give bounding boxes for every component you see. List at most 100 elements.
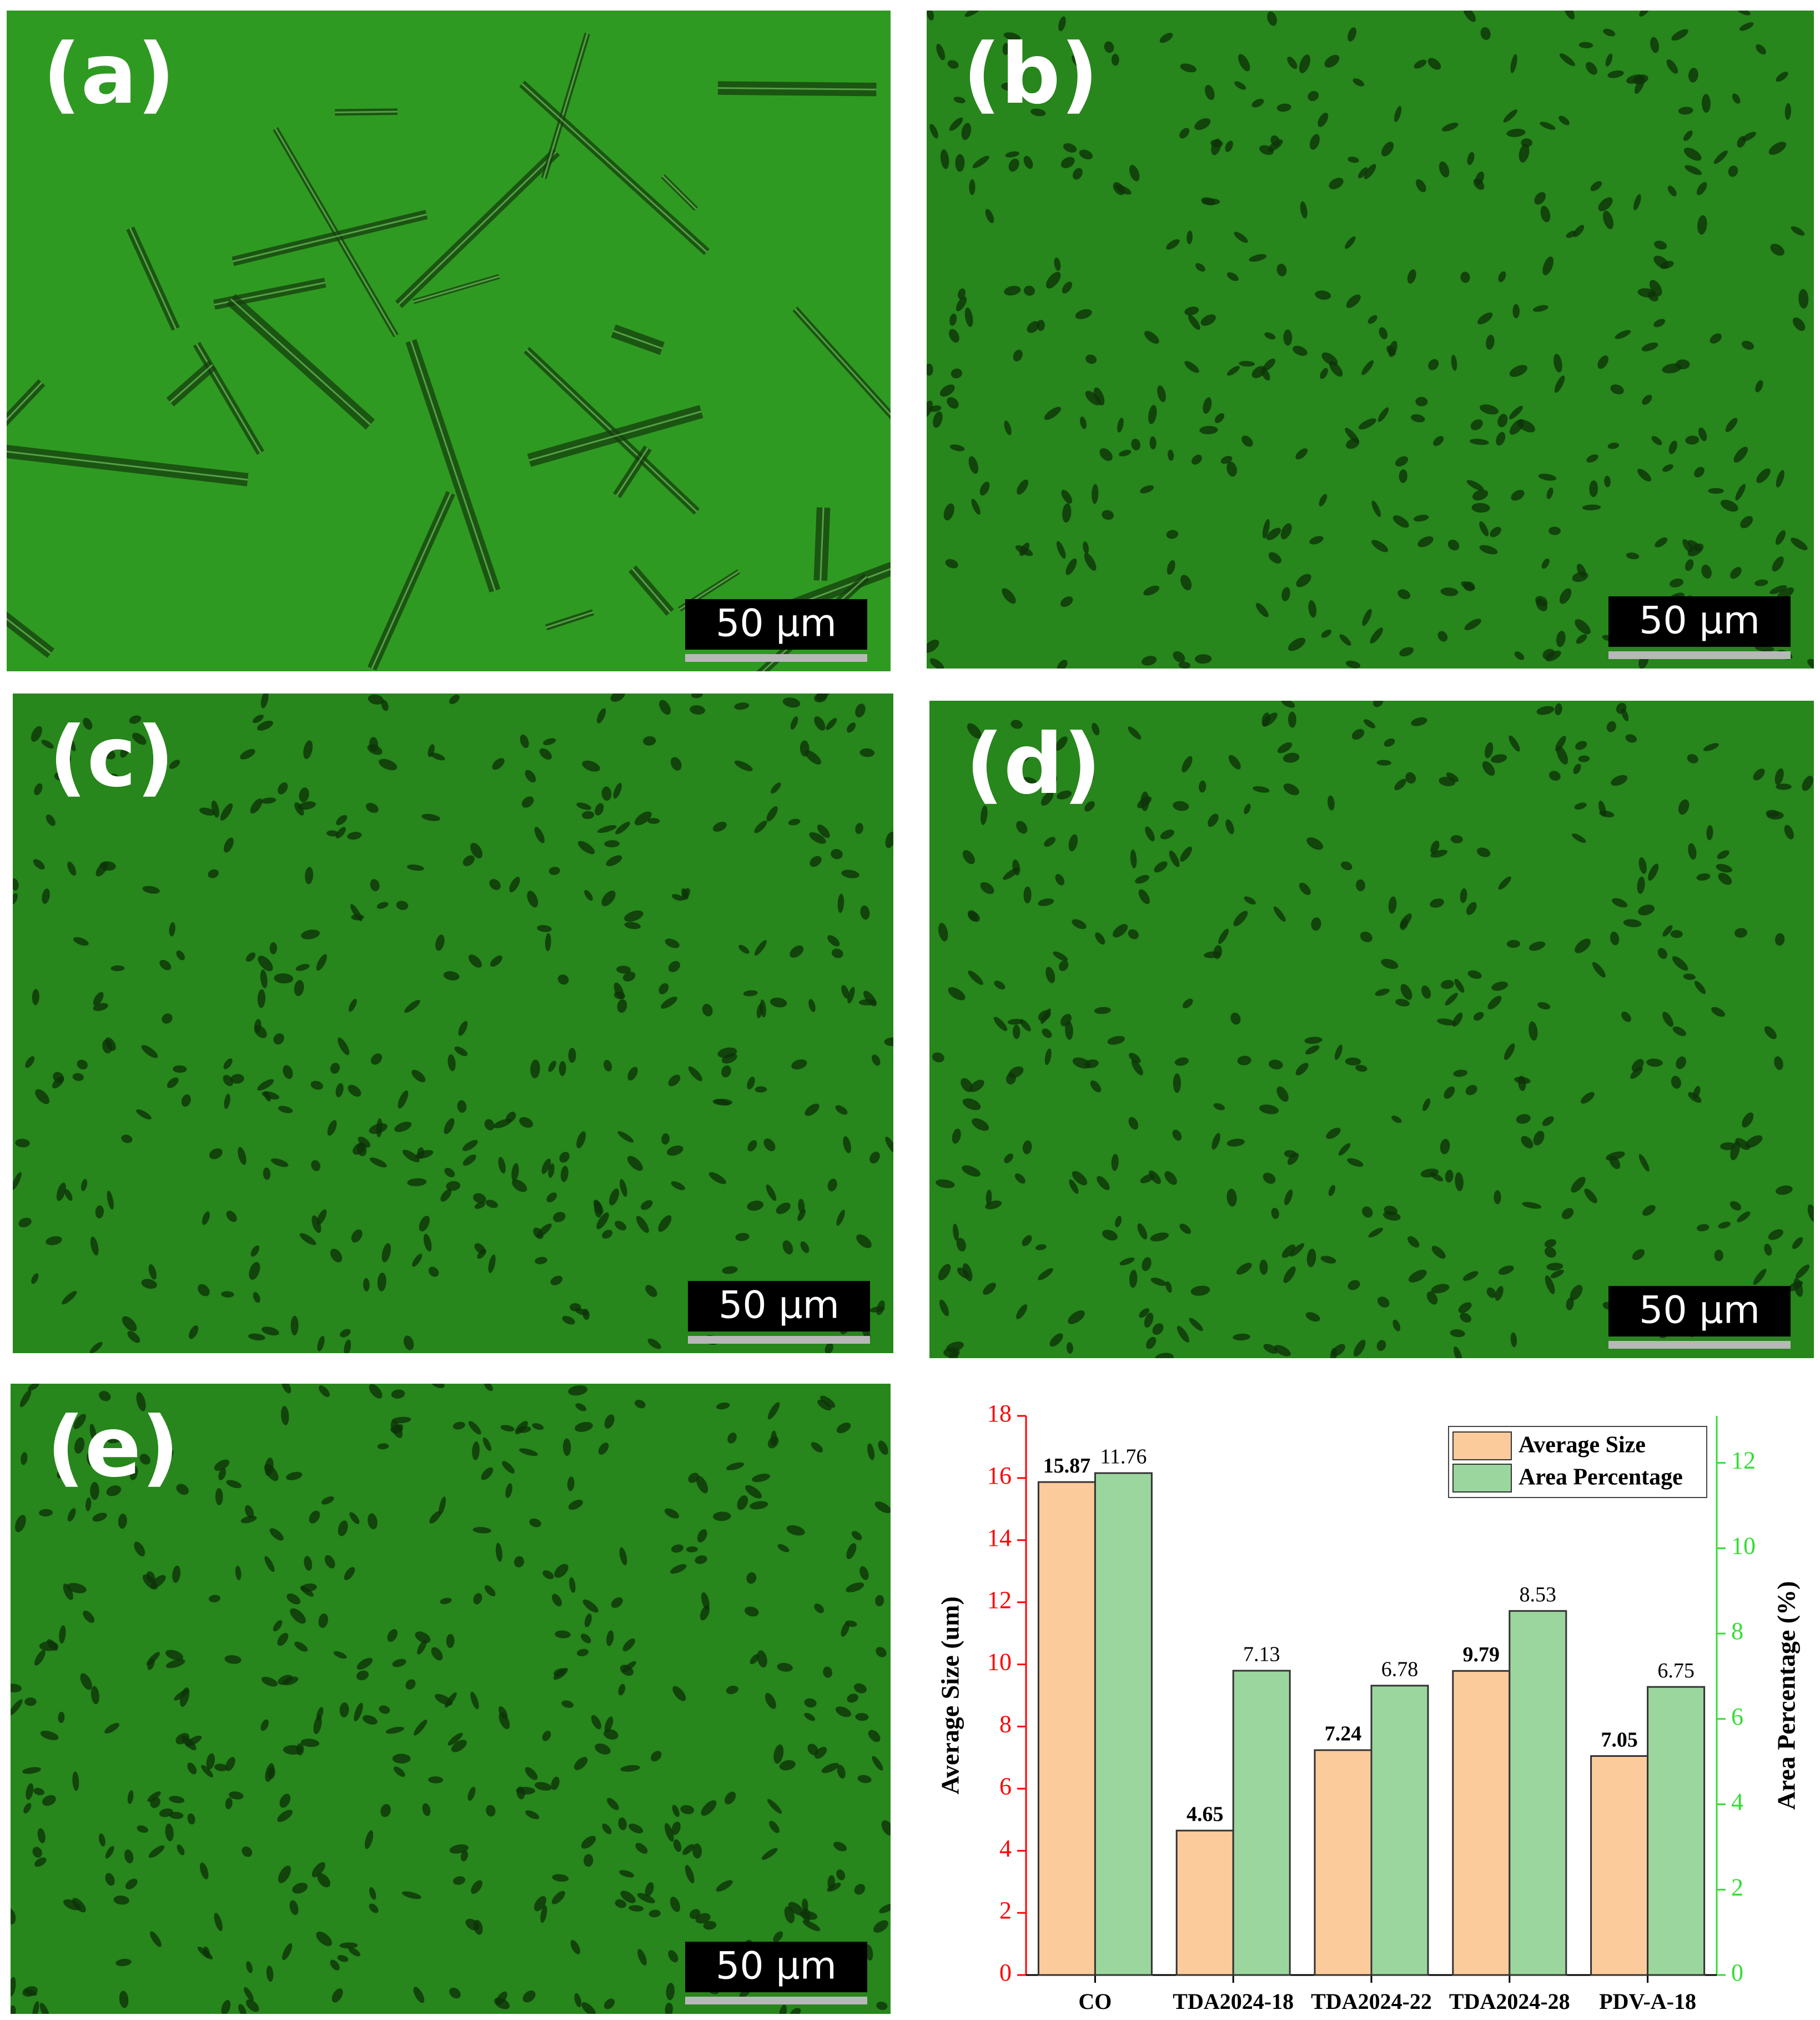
particle [220,803,233,821]
particle [1637,876,1645,894]
particle [1491,981,1508,991]
particle [1678,799,1690,815]
particle [1386,345,1396,356]
particle [955,154,965,172]
particle [344,1339,351,1353]
particle [1510,54,1517,73]
particle [1555,703,1562,716]
particle [1311,917,1321,931]
particle [1768,142,1787,155]
particle [229,1791,244,1800]
particle [767,1799,782,1814]
particle [417,1147,424,1159]
particle [1638,905,1655,916]
particle [773,1931,783,1942]
particle [1534,192,1546,205]
particle [105,1846,114,1859]
particle [1633,194,1641,210]
particle [981,805,988,825]
particle [335,1083,344,1098]
particle [1571,1177,1586,1193]
particle [697,1529,707,1542]
particle [1251,98,1264,108]
particle [250,1245,259,1257]
particle [863,991,877,1007]
particle [1729,1201,1742,1211]
particle [1450,835,1463,843]
particle [1718,1222,1731,1229]
particle [1538,474,1557,481]
particle [1194,118,1211,130]
particle [1160,830,1174,840]
particle [665,938,680,948]
particle [659,700,671,715]
particle [431,1647,443,1661]
particle [1305,1312,1320,1322]
particle [270,1158,289,1167]
particle [543,738,556,745]
particle [32,989,39,1006]
particle [1014,1173,1025,1184]
particle [147,1791,161,1802]
particle [972,155,989,168]
particle [1268,552,1281,564]
particle [1073,168,1083,180]
particle [1184,306,1199,315]
particle [300,1586,314,1597]
particle [1676,1056,1686,1069]
particle [1019,542,1030,556]
particle [814,1604,824,1614]
particle [337,1955,349,1962]
particle [672,1686,686,1701]
particle [474,1919,483,1935]
particle [169,1812,184,1820]
particle [134,1541,145,1556]
particle [804,1698,817,1708]
particle [1085,391,1101,406]
particle [392,1659,406,1667]
particle [1399,647,1414,657]
particle [851,1531,862,1540]
particle [1708,488,1724,494]
value-label: 9.79 [1463,1643,1500,1666]
particle [93,992,104,1006]
particle [1129,1269,1138,1288]
particle [1364,719,1376,728]
particle [574,1757,588,1770]
particle [1244,896,1256,905]
particle [169,1796,185,1803]
particle [254,1025,267,1038]
scale-bar-box [685,1942,867,1992]
particle [139,1454,150,1465]
particle [782,697,801,708]
particle [846,1582,864,1592]
particle [1084,801,1095,812]
particle [490,955,502,967]
particle [28,1384,39,1391]
particle [685,1865,695,1883]
particle [72,1073,84,1081]
particle [527,891,539,908]
particle [73,937,89,946]
particle [63,1899,81,1911]
particle [873,1920,888,1933]
particle [1440,587,1459,596]
particle [1546,1263,1563,1271]
particle [1296,574,1311,587]
particle [1226,366,1240,376]
particle [264,1091,272,1102]
particle [1460,272,1470,283]
legend-swatch [1452,1464,1512,1493]
particle [854,1683,867,1694]
particle [26,1783,34,1800]
particle [421,813,440,821]
particle [1764,1026,1777,1039]
particle [1281,1244,1296,1258]
particle [1271,1208,1279,1219]
particle [1471,503,1490,513]
particle [413,1987,425,2003]
particle [624,910,643,922]
particle [1042,1028,1052,1038]
particle [493,1118,512,1128]
particle [1023,285,1035,296]
